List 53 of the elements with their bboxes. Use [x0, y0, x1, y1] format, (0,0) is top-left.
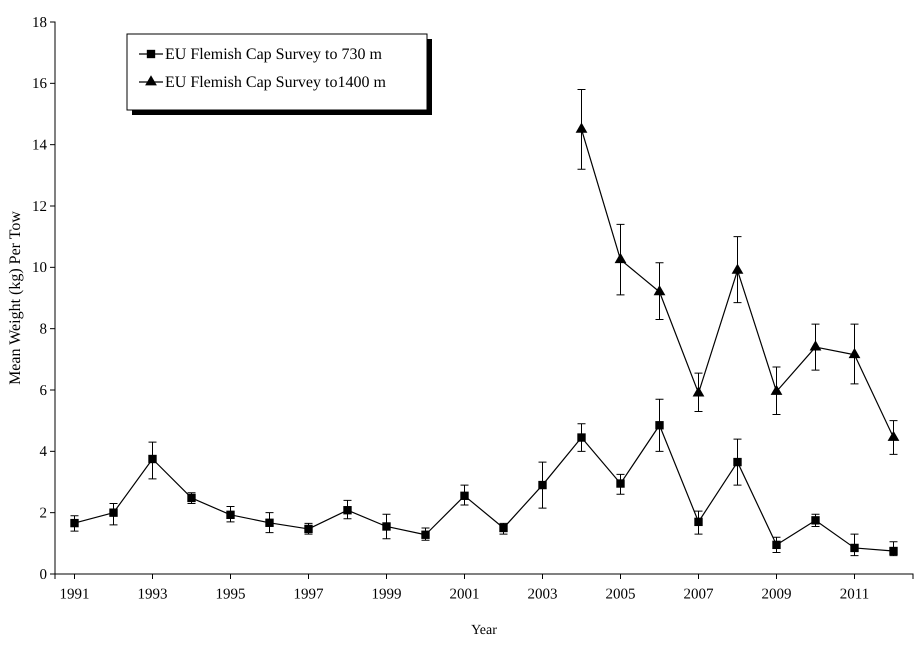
point [576, 122, 588, 133]
x-tick-label: 2005 [606, 586, 636, 602]
point [382, 522, 391, 531]
x-tick-label: 2001 [450, 586, 480, 602]
point [577, 433, 586, 442]
point [265, 518, 274, 527]
y-tick-label: 6 [40, 382, 48, 399]
point [421, 530, 430, 539]
x-tick-label: 2011 [840, 586, 870, 602]
point [460, 492, 469, 500]
x-tick-label: 2003 [528, 586, 558, 602]
y-tick-label: 16 [32, 76, 48, 92]
x-tick-label: 1991 [60, 586, 90, 602]
x-axis-title: Year [471, 623, 498, 638]
point [888, 430, 900, 441]
point [889, 546, 898, 556]
y-tick-label: 2 [40, 505, 47, 522]
point [148, 454, 157, 464]
point [772, 540, 781, 550]
x-tick-label: 1993 [138, 586, 168, 602]
point [70, 518, 79, 528]
point [733, 458, 742, 466]
point [655, 421, 664, 430]
point [692, 386, 704, 396]
point [848, 348, 860, 358]
x-tick-label: 2007 [684, 586, 714, 602]
y-tick-label: 14 [32, 137, 48, 154]
legend-label: EU Flemish Cap Survey to1400 m [165, 74, 386, 91]
y-tick-label: 0 [40, 566, 47, 583]
x-tick-label: 1997 [294, 586, 324, 602]
point [499, 524, 508, 532]
x-tick-label: 1999 [372, 586, 402, 602]
point [810, 340, 822, 350]
point [226, 510, 235, 519]
point [850, 544, 859, 552]
point [538, 480, 547, 490]
point [616, 479, 625, 488]
point [109, 508, 118, 517]
y-axis-title: Mean Weight (kg) Per Tow [7, 210, 24, 385]
point [343, 506, 352, 514]
point [694, 518, 703, 526]
y-tick-label: 10 [32, 260, 47, 276]
point [654, 285, 666, 296]
x-tick-label: 2009 [762, 586, 792, 602]
y-tick-label: 8 [40, 321, 47, 338]
legend-label: EU Flemish Cap Survey to 730 m [165, 46, 382, 63]
point [614, 252, 626, 264]
point [732, 264, 744, 274]
x-tick-label: 1995 [216, 586, 246, 602]
y-tick-label: 18 [32, 14, 47, 31]
y-tick-label: 4 [40, 444, 48, 460]
point [770, 384, 782, 395]
y-tick-label: 12 [32, 198, 47, 215]
